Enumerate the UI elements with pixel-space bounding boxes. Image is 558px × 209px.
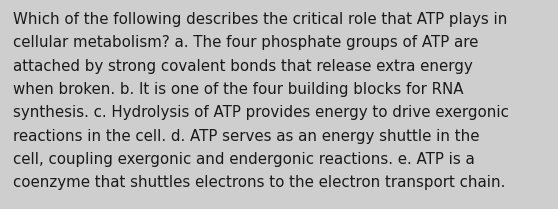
Text: coenzyme that shuttles electrons to the electron transport chain.: coenzyme that shuttles electrons to the … bbox=[13, 175, 506, 190]
Text: cell, coupling exergonic and endergonic reactions. e. ATP is a: cell, coupling exergonic and endergonic … bbox=[13, 152, 475, 167]
Text: when broken. b. It is one of the four building blocks for RNA: when broken. b. It is one of the four bu… bbox=[13, 82, 464, 97]
Text: cellular metabolism? a. The four phosphate groups of ATP are: cellular metabolism? a. The four phospha… bbox=[13, 35, 478, 50]
Text: synthesis. c. Hydrolysis of ATP provides energy to drive exergonic: synthesis. c. Hydrolysis of ATP provides… bbox=[13, 105, 509, 120]
Text: Which of the following describes the critical role that ATP plays in: Which of the following describes the cri… bbox=[13, 12, 507, 27]
Text: attached by strong covalent bonds that release extra energy: attached by strong covalent bonds that r… bbox=[13, 59, 473, 74]
Text: reactions in the cell. d. ATP serves as an energy shuttle in the: reactions in the cell. d. ATP serves as … bbox=[13, 129, 479, 144]
